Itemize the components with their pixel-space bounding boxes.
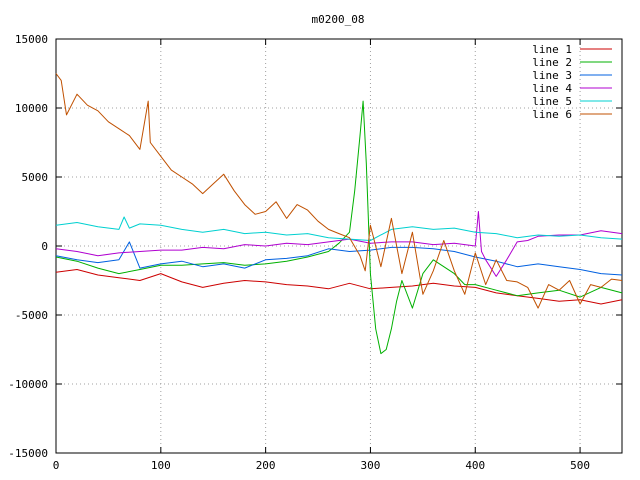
series-line-2	[55, 100, 623, 355]
y-tick-label: -10000	[8, 378, 48, 391]
series-line-1	[55, 269, 623, 305]
grid	[56, 39, 622, 453]
series-line-4	[55, 211, 623, 277]
series-line-5	[55, 216, 623, 241]
x-tick-label: 300	[361, 459, 381, 472]
y-tick-label: 5000	[22, 171, 49, 184]
axes: 0 100 200 300 400 500 -15000 -10000 -5000 0 5000 10…	[8, 33, 623, 472]
y-tick-label: 10000	[15, 102, 48, 115]
x-tick-label: 100	[151, 459, 171, 472]
x-tick-label: 200	[256, 459, 276, 472]
y-tick-label: -15000	[8, 447, 48, 460]
series-line-6	[55, 73, 623, 309]
legend-label-5: line 5	[532, 95, 572, 108]
x-tick-label: 400	[465, 459, 485, 472]
y-tick-label: -5000	[15, 309, 48, 322]
legend-label-4: line 4	[532, 82, 572, 95]
series-lines	[55, 73, 623, 355]
y-tick-label: 15000	[15, 33, 48, 46]
legend-label-2: line 2	[532, 56, 572, 69]
legend-label-1: line 1	[532, 43, 572, 56]
series-line-3	[55, 241, 623, 276]
x-tick-label: 500	[570, 459, 590, 472]
legend-label-3: line 3	[532, 69, 572, 82]
y-tick-label: 0	[41, 240, 48, 253]
chart-title: m0200_08	[312, 13, 365, 26]
legend-label-6: line 6	[532, 108, 572, 121]
x-tick-label: 0	[53, 459, 60, 472]
